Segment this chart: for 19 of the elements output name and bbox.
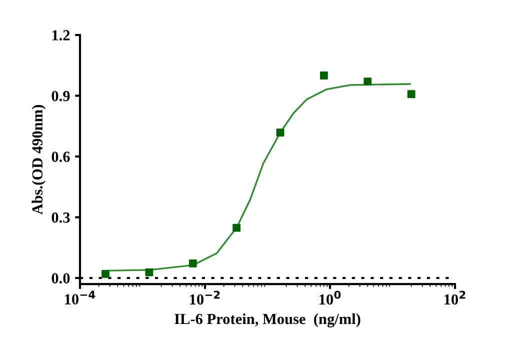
- y-axis-title: Abs.(OD 490nm): [32, 105, 46, 215]
- x-tick-label: 10$^{−2}$: [190, 290, 220, 305]
- x-axis-title: IL-6 Protein, Mouse (ng/ml): [174, 313, 360, 328]
- y-tick-label: 0.3: [52, 212, 70, 223]
- point: [320, 72, 328, 80]
- point: [102, 270, 110, 278]
- x-tick-label: 10$^{−4}$: [65, 290, 96, 304]
- point: [276, 128, 284, 137]
- y-tick-label: 0.6: [52, 152, 70, 162]
- y-tick-label: 0.0: [52, 273, 70, 284]
- x-tick-label: 10$^{0}$: [320, 290, 341, 305]
- point: [407, 90, 416, 98]
- y-tick-label: 1.2: [52, 30, 70, 41]
- point: [145, 268, 154, 276]
- point: [232, 224, 241, 232]
- point: [188, 259, 197, 268]
- point: [364, 78, 372, 86]
- y-tick-label: 0.9: [52, 90, 70, 102]
- x-tick-label: 10$^{2}$: [444, 290, 466, 305]
